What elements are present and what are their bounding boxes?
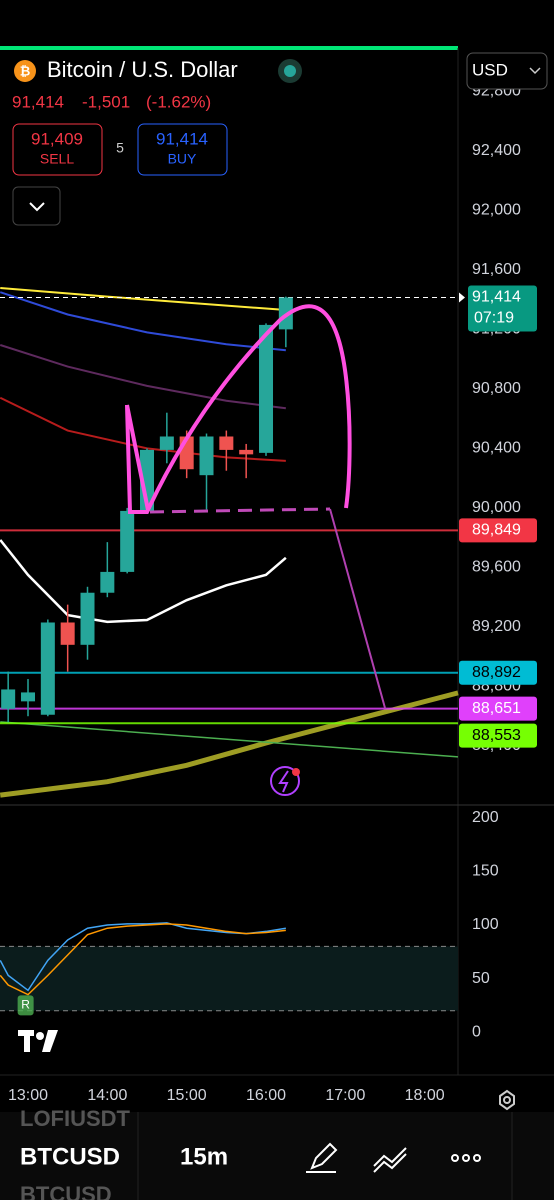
sell-price: 91,409	[31, 129, 83, 148]
level-badge	[459, 660, 537, 685]
ma-line	[0, 344, 286, 410]
last-price-label: 91,414	[472, 289, 521, 306]
band-fill	[0, 946, 458, 1011]
level-label: 88,892	[472, 664, 521, 681]
x-tick-label: 17:00	[325, 1087, 365, 1104]
level-label: 88,553	[472, 727, 521, 744]
x-tick-label: 13:00	[8, 1087, 48, 1104]
y-tick-label: 92,400	[472, 142, 521, 159]
level-label: 88,651	[472, 700, 521, 717]
ma-line	[0, 291, 286, 352]
interval[interactable]: 15m	[180, 1143, 228, 1170]
change: -1,501	[82, 92, 130, 111]
ma-line	[0, 539, 287, 624]
y-tick-label: 90,000	[472, 499, 521, 516]
y-tick-label: 91,600	[472, 261, 521, 278]
symbol-prev[interactable]: LOFIUSDT	[20, 1106, 131, 1131]
candle-body	[259, 324, 274, 453]
change-pct: (-1.62%)	[146, 92, 211, 111]
more-icon[interactable]	[451, 1154, 481, 1162]
indicators-icon[interactable]	[373, 1147, 407, 1173]
candle-body	[239, 449, 254, 455]
candle-body	[21, 692, 36, 702]
x-tick-label: 14:00	[87, 1087, 127, 1104]
trend-line	[329, 508, 386, 709]
hand-drawing	[125, 304, 352, 514]
candle-body	[100, 571, 115, 593]
candle-body	[219, 436, 234, 450]
currency: USD	[472, 60, 508, 79]
buy-price: 91,414	[156, 129, 208, 148]
plot: 88,40088,80089,20089,60090,00090,40090,8…	[0, 83, 537, 1104]
y-tick-label: 50	[472, 970, 490, 987]
signal-marker	[17, 995, 34, 1016]
symbol[interactable]: BTCUSD	[20, 1143, 120, 1170]
y-tick-label: 89,200	[472, 618, 521, 635]
toolbar	[0, 1112, 554, 1200]
level-badge	[459, 696, 537, 721]
collapse-chevron	[29, 202, 45, 212]
oscillator-line	[0, 923, 286, 996]
sell-button[interactable]	[12, 123, 103, 176]
y-tick-label: 90,400	[472, 440, 521, 457]
candle-body	[60, 622, 75, 645]
currency-chevron	[529, 67, 541, 75]
signal-label: R	[21, 998, 30, 1012]
level-label: 89,849	[472, 522, 521, 539]
y-tick-label: 150	[472, 863, 499, 880]
tv-logo	[18, 1030, 58, 1052]
symbol-next[interactable]: BTCUSD	[20, 1182, 112, 1200]
level-badge	[459, 518, 537, 543]
x-tick-label: 16:00	[246, 1087, 286, 1104]
spread: 5	[116, 140, 124, 156]
y-tick-label: 92,000	[472, 202, 521, 219]
y-tick-label: 200	[472, 809, 499, 826]
price-flag	[459, 292, 465, 303]
ma-line	[0, 287, 286, 312]
candle-body	[120, 510, 135, 572]
ma-line	[0, 721, 459, 758]
candle-body	[80, 592, 95, 645]
buy-label: BUY	[168, 151, 197, 167]
collapse-button[interactable]	[12, 186, 61, 226]
y-tick-label: 0	[472, 1023, 481, 1040]
price: 91,414	[12, 92, 64, 111]
btc-icon	[14, 60, 36, 82]
y-tick-label: 100	[472, 916, 499, 933]
y-tick-label: 89,600	[472, 559, 521, 576]
title: Bitcoin / U.S. Dollar	[47, 57, 238, 82]
buy-button[interactable]	[137, 123, 228, 176]
candle-body	[159, 436, 174, 450]
sell-label: SELL	[40, 151, 74, 167]
currency-select[interactable]	[466, 52, 548, 90]
level-badge	[459, 723, 537, 748]
settings-icon[interactable]	[499, 1089, 515, 1111]
assistant-icon[interactable]	[270, 766, 300, 796]
dashed-drawing	[149, 507, 331, 514]
x-tick-label: 18:00	[405, 1087, 445, 1104]
btc-symbol: ₿	[20, 63, 31, 78]
draw-icon[interactable]	[306, 1142, 338, 1173]
candle-body	[1, 689, 16, 709]
y-tick-label: 90,800	[472, 380, 521, 397]
countdown: 07:19	[474, 310, 514, 327]
x-tick-label: 15:00	[167, 1087, 207, 1104]
candle-body	[199, 436, 214, 476]
status-dot	[284, 65, 296, 77]
ma-line	[0, 690, 459, 798]
last-price-badge	[468, 285, 537, 332]
candle-body	[40, 622, 55, 715]
